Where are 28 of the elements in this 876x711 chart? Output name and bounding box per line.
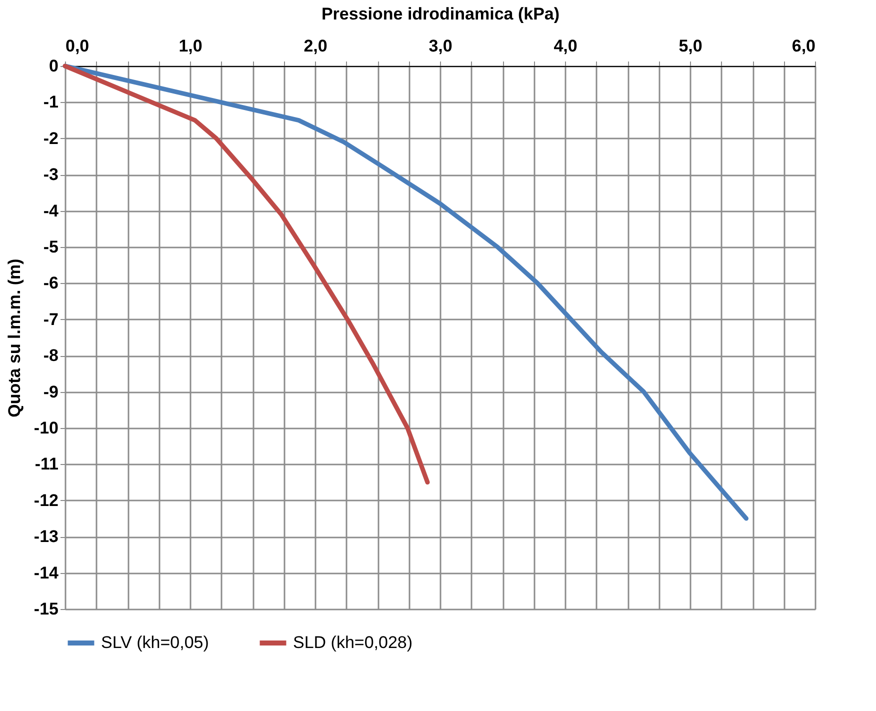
y-tick-label: -2 [43, 128, 58, 148]
x-tick-label: 0,0 [66, 36, 90, 56]
y-tick-label: -8 [43, 346, 58, 366]
y-tick-label: -12 [34, 490, 58, 510]
y-tick-label: -13 [34, 527, 58, 546]
y-tick-label: -7 [43, 310, 58, 329]
y-tick-label: -14 [34, 563, 60, 582]
line-series [62, 64, 430, 485]
y-tick-label: -11 [34, 454, 58, 474]
y-tick-label: -1 [43, 92, 58, 112]
y-tick-label: -10 [34, 418, 58, 438]
x-tick-label: 3,0 [428, 36, 452, 56]
y-tick-label: -3 [43, 165, 58, 184]
x-axis-title: Pressione idrodinamica (kPa) [321, 4, 560, 24]
y-tick-label: -4 [43, 201, 60, 220]
legend-label: SLV (kh=0,05) [101, 633, 209, 652]
y-tick-label: -9 [43, 382, 58, 402]
y-tick-label: -6 [43, 274, 58, 293]
x-tick-label: 4,0 [554, 36, 578, 56]
y-tick-label: -5 [43, 238, 58, 256]
y-axis-title: Quota su l.m.m. (m) [4, 258, 24, 418]
x-tick-label: 2,0 [304, 36, 328, 56]
x-tick-label: 6,0 [792, 36, 816, 56]
legend-label: SLD (kh=0,028) [293, 633, 413, 652]
x-tick-label: 1,0 [178, 36, 202, 56]
y-tick-label: -15 [34, 600, 58, 618]
y-tick-label: 0 [49, 56, 58, 76]
x-tick-label: 5,0 [678, 36, 702, 56]
